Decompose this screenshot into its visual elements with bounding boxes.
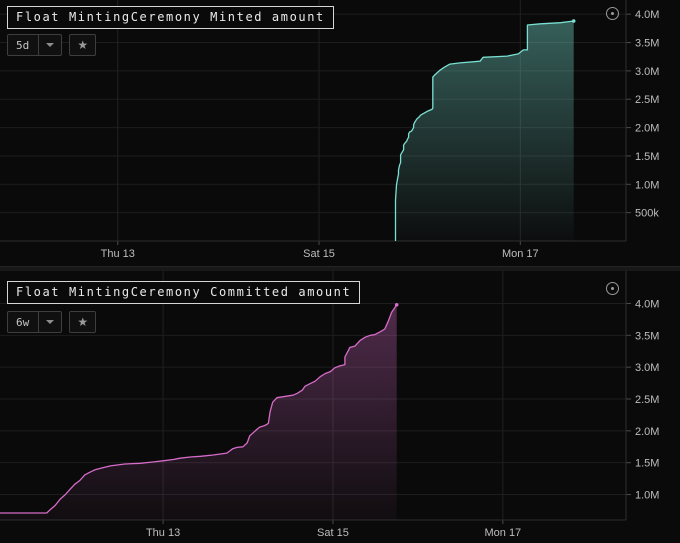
minted-chart-panel: 4.0M 3.5M 3.0M 2.5M 2.0M 1.5M 1.0M 500k Thu 13 Sa… — [0, 0, 680, 266]
area-fill — [0, 304, 397, 520]
x-tick-label: Thu 13 — [146, 527, 180, 539]
chart-title: Float MintingCeremony Minted amount — [7, 6, 334, 29]
y-tick-label: 500k — [635, 208, 659, 220]
y-tick-label: 4.0M — [635, 9, 659, 21]
y-tick-label: 3.0M — [635, 66, 659, 78]
favorite-button[interactable]: ★ — [69, 34, 97, 56]
range-selector[interactable]: 6w — [7, 311, 63, 333]
chart-controls: 6w ★ — [7, 311, 97, 333]
area-fill — [395, 21, 574, 241]
y-tick-label: 2.5M — [635, 94, 659, 106]
last-point-marker — [394, 303, 399, 307]
chart-controls: 5d ★ — [7, 34, 97, 56]
y-tick-label: 2.0M — [635, 123, 659, 135]
committed-chart-panel: 4.0M 3.5M 3.0M 2.5M 2.0M 1.5M 1.0M Thu 13 Sat 15… — [0, 271, 680, 543]
y-tick-label: 1.5M — [635, 458, 659, 470]
y-tick-label: 3.5M — [635, 38, 659, 50]
star-icon: ★ — [77, 37, 89, 52]
series-line — [394, 20, 574, 241]
minted-chart[interactable]: 4.0M 3.5M 3.0M 2.5M 2.0M 1.5M 1.0M 500k Thu 13 Sa… — [0, 0, 680, 266]
star-icon: ★ — [77, 314, 89, 329]
favorite-button[interactable]: ★ — [69, 311, 97, 333]
target-icon[interactable] — [606, 282, 619, 295]
divider — [38, 312, 40, 332]
x-tick-label: Sat 15 — [317, 527, 349, 539]
y-tick-label: 1.5M — [635, 151, 659, 163]
panel-separator — [0, 266, 680, 271]
y-tick-label: 1.0M — [635, 490, 659, 502]
y-tick-label: 2.0M — [635, 426, 659, 438]
x-tick-label: Mon 17 — [502, 248, 539, 260]
y-tick-label: 3.5M — [635, 330, 659, 342]
range-selector[interactable]: 5d — [7, 34, 63, 56]
chart-title: Float MintingCeremony Committed amount — [7, 281, 361, 304]
y-tick-label: 2.5M — [635, 394, 659, 406]
x-tick-label: Thu 13 — [101, 248, 135, 260]
target-icon[interactable] — [606, 7, 619, 20]
series-line — [0, 304, 398, 514]
chevron-down-icon[interactable] — [39, 320, 61, 324]
x-tick-label: Mon 17 — [484, 527, 521, 539]
committed-chart[interactable]: 4.0M 3.5M 3.0M 2.5M 2.0M 1.5M 1.0M Thu 13 Sat 15… — [0, 271, 680, 543]
x-tick-label: Sat 15 — [303, 248, 335, 260]
range-value: 6w — [16, 315, 30, 329]
chevron-down-icon[interactable] — [39, 43, 61, 47]
range-value: 5d — [16, 38, 30, 52]
y-tick-label: 4.0M — [635, 298, 659, 310]
divider — [38, 35, 40, 55]
last-point-marker — [571, 19, 576, 23]
y-tick-label: 1.0M — [635, 179, 659, 191]
y-tick-label: 3.0M — [635, 362, 659, 374]
